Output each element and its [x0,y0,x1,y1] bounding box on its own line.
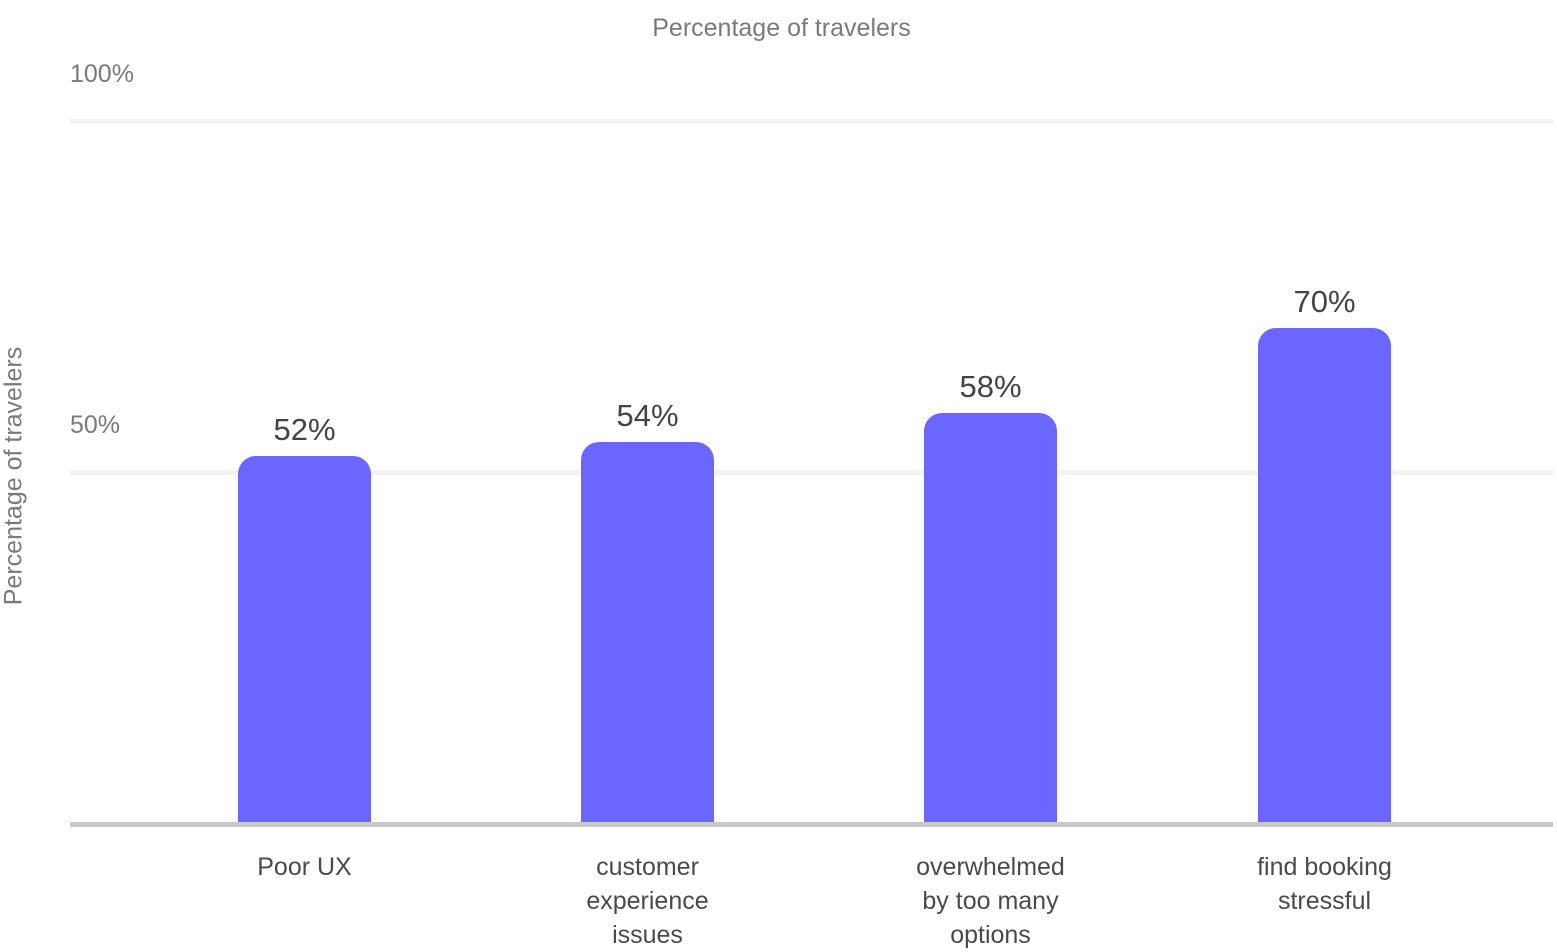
bar-value-label: 70% [1293,284,1356,319]
bar-3 [924,413,1057,827]
y-tick-100: 100% [70,60,134,88]
bar-value-label: 58% [959,369,1022,404]
bar-1 [238,456,371,827]
bar-4 [1258,328,1391,827]
x-category-label: customer experience issues [586,853,709,949]
bar-value-label: 54% [616,398,679,433]
bar-value-label: 52% [273,412,336,447]
gridline-50 [70,470,1553,475]
x-category-label: Poor UX [257,853,352,881]
x-category-label: overwhelmed by too many options [916,853,1065,949]
x-axis-baseline [70,822,1553,827]
bar-2 [581,442,714,827]
y-axis-label: Percentage of travelers [0,346,28,606]
x-category-label: find booking stressful [1257,853,1392,915]
chart-title: Percentage of travelers [652,14,911,42]
y-tick-50: 50% [70,411,121,439]
gridline-100 [70,119,1553,124]
